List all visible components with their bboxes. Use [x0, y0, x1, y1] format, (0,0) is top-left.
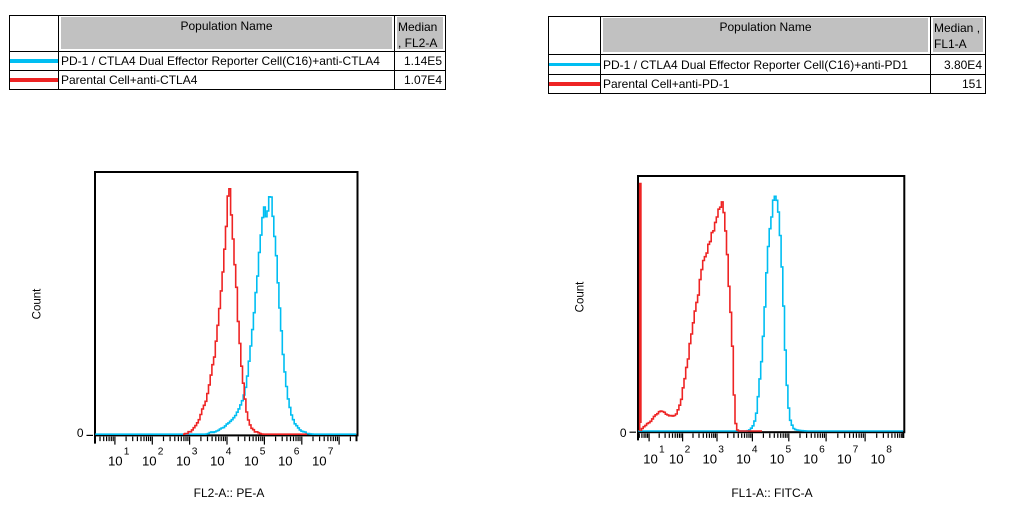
svg-text:8: 8: [886, 445, 892, 456]
svg-text:FL2-A:: PE-A: FL2-A:: PE-A: [194, 486, 265, 500]
svg-text:1: 1: [659, 445, 665, 456]
svg-text:10: 10: [702, 452, 717, 467]
svg-text:10: 10: [643, 452, 658, 467]
svg-text:10: 10: [312, 453, 327, 468]
svg-text:4: 4: [226, 447, 232, 458]
svg-text:FL1-A:: FITC-A: FL1-A:: FITC-A: [731, 486, 812, 500]
svg-text:10: 10: [770, 452, 785, 467]
svg-text:10: 10: [278, 453, 293, 468]
svg-text:Count: Count: [32, 288, 44, 319]
svg-text:10: 10: [176, 453, 191, 468]
svg-text:0: 0: [77, 426, 84, 440]
svg-text:2: 2: [158, 447, 164, 458]
svg-text:0: 0: [620, 426, 627, 440]
svg-text:6: 6: [819, 445, 825, 456]
svg-text:10: 10: [870, 452, 885, 467]
svg-text:10: 10: [210, 453, 225, 468]
svg-text:5: 5: [260, 447, 266, 458]
svg-text:4: 4: [752, 445, 758, 456]
svg-text:5: 5: [785, 445, 791, 456]
svg-text:3: 3: [192, 447, 198, 458]
svg-text:10: 10: [736, 452, 751, 467]
svg-text:10: 10: [244, 453, 259, 468]
svg-text:10: 10: [142, 453, 157, 468]
svg-text:10: 10: [803, 452, 818, 467]
svg-text:7: 7: [853, 445, 859, 456]
svg-text:10: 10: [669, 452, 684, 467]
svg-text:2: 2: [685, 445, 691, 456]
svg-text:Count: Count: [575, 281, 587, 312]
svg-text:10: 10: [108, 453, 123, 468]
svg-text:7: 7: [328, 447, 334, 458]
svg-text:1: 1: [124, 447, 130, 458]
svg-text:3: 3: [718, 445, 724, 456]
svg-text:6: 6: [294, 447, 300, 458]
svg-text:10: 10: [837, 452, 852, 467]
